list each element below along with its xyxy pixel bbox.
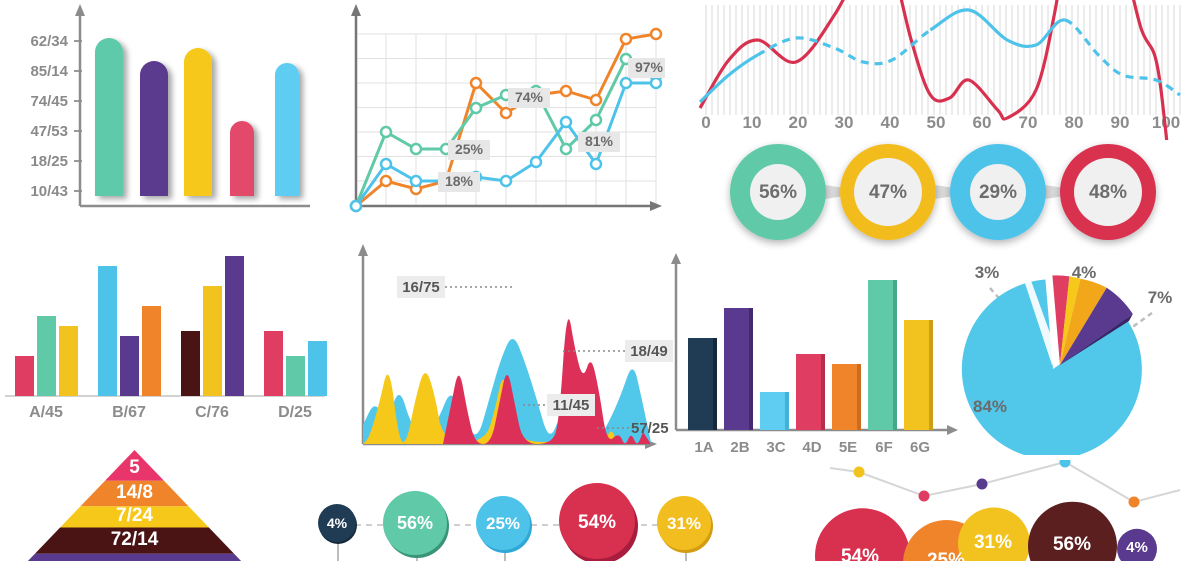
svg-text:80: 80 [1065, 113, 1084, 132]
svg-text:7/24: 7/24 [116, 505, 153, 526]
svg-text:6G: 6G [910, 439, 930, 456]
svg-text:31%: 31% [974, 532, 1012, 553]
svg-text:81%: 81% [585, 133, 614, 149]
svg-text:16/75: 16/75 [402, 279, 440, 296]
svg-text:47%: 47% [869, 182, 907, 203]
svg-text:30: 30 [835, 113, 854, 132]
svg-text:74/45: 74/45 [30, 93, 68, 110]
svg-text:1A: 1A [694, 439, 713, 456]
svg-text:74%: 74% [515, 89, 544, 105]
svg-text:D/25: D/25 [278, 404, 312, 420]
svg-text:11/45: 11/45 [553, 397, 590, 414]
svg-text:20: 20 [789, 113, 808, 132]
svg-text:54%: 54% [578, 512, 616, 533]
svg-text:10/43: 10/43 [30, 183, 68, 200]
svg-text:18/25: 18/25 [30, 153, 68, 170]
svg-text:62/34: 62/34 [30, 33, 68, 50]
svg-text:4D: 4D [802, 439, 821, 456]
svg-text:29%: 29% [979, 182, 1017, 203]
svg-text:7%: 7% [1148, 288, 1173, 307]
svg-text:10: 10 [743, 113, 762, 132]
svg-text:47/53: 47/53 [30, 123, 68, 140]
svg-text:4%: 4% [327, 515, 348, 531]
svg-text:B/67: B/67 [112, 404, 146, 420]
svg-text:6F: 6F [875, 439, 893, 456]
svg-text:3%: 3% [975, 263, 1000, 282]
svg-text:4%: 4% [1126, 539, 1148, 556]
svg-text:48%: 48% [1089, 182, 1127, 203]
svg-text:C/76: C/76 [195, 404, 229, 420]
svg-text:0: 0 [701, 113, 710, 132]
svg-text:70: 70 [1019, 113, 1038, 132]
svg-text:5E: 5E [839, 439, 857, 456]
svg-text:56%: 56% [397, 513, 433, 533]
svg-text:25%: 25% [927, 550, 965, 561]
svg-text:56%: 56% [759, 182, 797, 203]
svg-text:90: 90 [1111, 113, 1130, 132]
svg-text:5: 5 [129, 457, 140, 478]
svg-text:72/14: 72/14 [111, 529, 159, 550]
svg-text:18%: 18% [445, 173, 474, 189]
svg-text:56%: 56% [1053, 534, 1091, 555]
svg-text:84%: 84% [973, 397, 1007, 416]
svg-text:2B: 2B [730, 439, 749, 456]
svg-text:40: 40 [881, 113, 900, 132]
svg-text:54%: 54% [841, 546, 879, 561]
svg-text:25%: 25% [455, 141, 484, 157]
svg-text:31%: 31% [667, 514, 701, 533]
svg-text:50: 50 [927, 113, 946, 132]
svg-text:3C: 3C [766, 439, 785, 456]
svg-text:A/45: A/45 [29, 404, 63, 420]
svg-text:14/8: 14/8 [116, 482, 153, 503]
svg-text:25%: 25% [486, 514, 520, 533]
svg-text:60: 60 [973, 113, 992, 132]
svg-text:4%: 4% [1072, 263, 1097, 282]
svg-text:85/14: 85/14 [30, 63, 68, 80]
